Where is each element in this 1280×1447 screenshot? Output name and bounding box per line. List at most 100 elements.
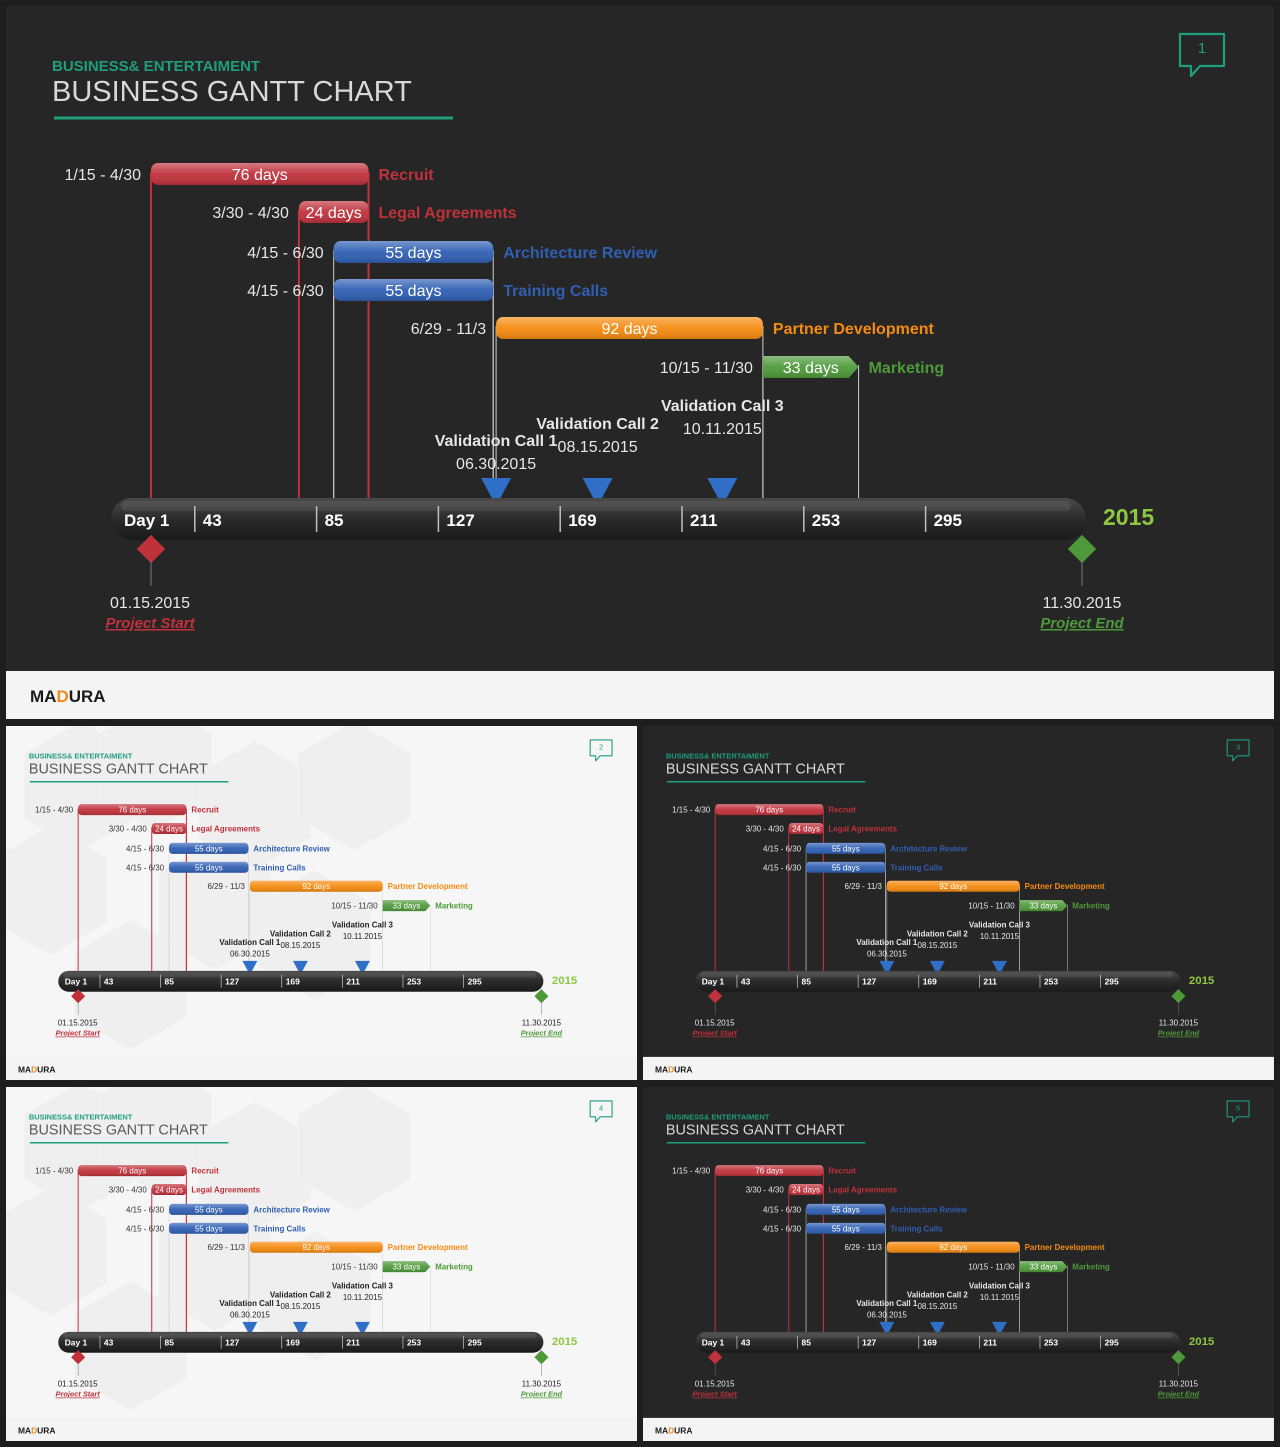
end-label: Project End — [521, 1390, 563, 1399]
milestone-marker[interactable] — [879, 1321, 895, 1336]
gantt-task[interactable]: 33 days 10/15 - 11/30 Marketing — [660, 356, 944, 378]
gantt-task[interactable]: 76 days 1/15 - 4/30 Recruit — [672, 804, 856, 816]
gantt-task[interactable]: 55 days 4/15 - 6/30 Training Calls — [126, 1222, 306, 1234]
gantt-task[interactable]: 76 days 1/15 - 4/30 Recruit — [35, 804, 219, 816]
gantt-task[interactable]: 33 days 10/15 - 11/30 Marketing — [331, 900, 473, 912]
gantt-task[interactable]: 55 days 4/15 - 6/30 Training Calls — [247, 279, 608, 301]
milestone-marker[interactable] — [582, 478, 613, 506]
comment-icon[interactable]: 2 — [589, 739, 613, 762]
milestone[interactable]: Validation Call 2 08.15.2015 — [907, 929, 969, 975]
milestone[interactable]: Validation Call 1 06.30.2015 — [219, 938, 281, 975]
milestone-marker[interactable] — [292, 1321, 308, 1336]
milestone[interactable]: Validation Call 3 10.11.2015 — [969, 921, 1031, 975]
gantt-task[interactable]: 76 days 1/15 - 4/30 Recruit — [65, 163, 435, 185]
brand-suffix: URA — [37, 1064, 55, 1074]
gantt-task[interactable]: 55 days 4/15 - 6/30 Architecture Review — [126, 1203, 331, 1215]
gantt-task[interactable]: 92 days 6/29 - 11/3 Partner Development — [844, 1241, 1105, 1253]
comment-icon[interactable]: 5 — [1226, 1100, 1250, 1123]
milestone[interactable]: Validation Call 1 06.30.2015 — [856, 938, 918, 975]
gantt-task[interactable]: 76 days 1/15 - 4/30 Recruit — [672, 1165, 856, 1177]
gantt-task[interactable]: 92 days 6/29 - 11/3 Partner Development — [207, 1241, 468, 1253]
milestone-marker[interactable] — [929, 1321, 945, 1336]
gantt-task[interactable]: 33 days 10/15 - 11/30 Marketing — [968, 1261, 1110, 1273]
task-date-range: 6/29 - 11/3 — [411, 321, 486, 338]
milestone-marker[interactable] — [929, 960, 945, 975]
gantt-task[interactable]: 24 days 3/30 - 4/30 Legal Agreements — [109, 1184, 261, 1195]
milestone-marker[interactable] — [707, 478, 738, 506]
gantt-task[interactable]: 55 days 4/15 - 6/30 Architecture Review — [763, 1203, 968, 1215]
timeline-label: 295 — [1105, 1338, 1119, 1348]
comment-icon[interactable]: 3 — [1226, 739, 1250, 762]
milestone[interactable]: Validation Call 3 10.11.2015 — [969, 1282, 1031, 1336]
milestone[interactable]: Validation Call 1 06.30.2015 — [435, 433, 558, 506]
gantt-task[interactable]: 55 days 4/15 - 6/30 Architecture Review — [247, 241, 658, 263]
task-name: Partner Development — [1025, 1243, 1105, 1252]
milestone-marker[interactable] — [242, 960, 258, 975]
gantt-task[interactable]: 24 days 3/30 - 4/30 Legal Agreements — [746, 823, 898, 834]
footer: MADURA — [6, 1056, 637, 1080]
milestone-marker[interactable] — [481, 478, 512, 506]
milestone[interactable]: Validation Call 1 06.30.2015 — [856, 1299, 918, 1336]
milestone-marker[interactable] — [991, 960, 1007, 975]
gantt-task[interactable]: 55 days 4/15 - 6/30 Architecture Review — [126, 842, 331, 854]
milestone[interactable]: Validation Call 2 08.15.2015 — [907, 1290, 969, 1336]
task-duration: 24 days — [155, 1185, 183, 1194]
gantt-task[interactable]: 33 days 10/15 - 11/30 Marketing — [968, 900, 1110, 912]
milestone-date: 08.15.2015 — [558, 439, 638, 456]
timeline-label: 85 — [165, 977, 175, 987]
milestone[interactable]: Validation Call 2 08.15.2015 — [536, 416, 659, 506]
gantt-task[interactable]: 92 days 6/29 - 11/3 Partner Development — [411, 317, 935, 339]
task-duration: 76 days — [118, 1167, 146, 1176]
task-duration: 33 days — [1030, 902, 1058, 911]
milestone[interactable]: Validation Call 1 06.30.2015 — [219, 1299, 281, 1336]
gantt-task[interactable]: 92 days 6/29 - 11/3 Partner Development — [207, 880, 468, 892]
slide-3[interactable]: BUSINESS& ENTERTAIMENT BUSINESS GANTT CHA… — [643, 726, 1274, 1080]
milestone-date: 10.11.2015 — [980, 932, 1020, 941]
gantt-task[interactable]: 33 days 10/15 - 11/30 Marketing — [331, 1261, 473, 1273]
task-bar-gloss — [169, 842, 249, 854]
gantt-task[interactable]: 24 days 3/30 - 4/30 Legal Agreements — [109, 823, 261, 834]
gantt-task[interactable]: 55 days 4/15 - 6/30 Training Calls — [126, 861, 306, 873]
milestone-marker[interactable] — [354, 1321, 370, 1336]
task-name: Partner Development — [773, 321, 935, 338]
milestone-marker[interactable] — [242, 1321, 258, 1336]
milestone-marker[interactable] — [991, 1321, 1007, 1336]
milestone[interactable]: Validation Call 3 10.11.2015 — [332, 1282, 394, 1336]
gantt-task[interactable]: 55 days 4/15 - 6/30 Training Calls — [763, 861, 943, 873]
slide-5[interactable]: BUSINESS& ENTERTAIMENT BUSINESS GANTT CHA… — [643, 1087, 1274, 1441]
slide-1[interactable]: BUSINESS& ENTERTAIMENT BUSINESS GANTT CHA… — [6, 6, 1274, 719]
milestone[interactable]: Validation Call 3 10.11.2015 — [661, 398, 784, 506]
milestone[interactable]: Validation Call 3 10.11.2015 — [332, 921, 394, 975]
task-bar-gloss — [1019, 900, 1068, 912]
gantt-task[interactable]: 24 days 3/30 - 4/30 Legal Agreements — [746, 1184, 898, 1195]
task-name: Recruit — [828, 806, 856, 815]
task-name: Partner Development — [1025, 882, 1105, 891]
task-bar-gloss — [806, 842, 886, 854]
milestone[interactable]: Validation Call 2 08.15.2015 — [270, 1290, 332, 1336]
start-date: 01.15.2015 — [58, 1380, 98, 1389]
comment-icon[interactable]: 1 — [1178, 32, 1226, 78]
guide-lines — [77, 808, 431, 971]
milestone-marker[interactable] — [879, 960, 895, 975]
slide-4[interactable]: BUSINESS& ENTERTAIMENT BUSINESS GANTT CHA… — [6, 1087, 637, 1441]
milestone-marker[interactable] — [292, 960, 308, 975]
milestone[interactable]: Validation Call 2 08.15.2015 — [270, 929, 332, 975]
slide-2[interactable]: BUSINESS& ENTERTAIMENT BUSINESS GANTT CHA… — [6, 726, 637, 1080]
comment-icon[interactable]: 4 — [589, 1100, 613, 1123]
timeline: Day 1 43 85 127 169 211 253 295 2015 — [58, 1331, 578, 1353]
gantt-task[interactable]: 92 days 6/29 - 11/3 Partner Development — [844, 880, 1105, 892]
task-duration: 92 days — [302, 882, 330, 891]
gantt-task[interactable]: 55 days 4/15 - 6/30 Training Calls — [763, 1222, 943, 1234]
milestone-marker[interactable] — [354, 960, 370, 975]
gantt-task[interactable]: 76 days 1/15 - 4/30 Recruit — [35, 1165, 219, 1177]
gantt-task[interactable]: 24 days 3/30 - 4/30 Legal Agreements — [212, 201, 517, 223]
gantt-task[interactable]: 55 days 4/15 - 6/30 Architecture Review — [763, 842, 968, 854]
